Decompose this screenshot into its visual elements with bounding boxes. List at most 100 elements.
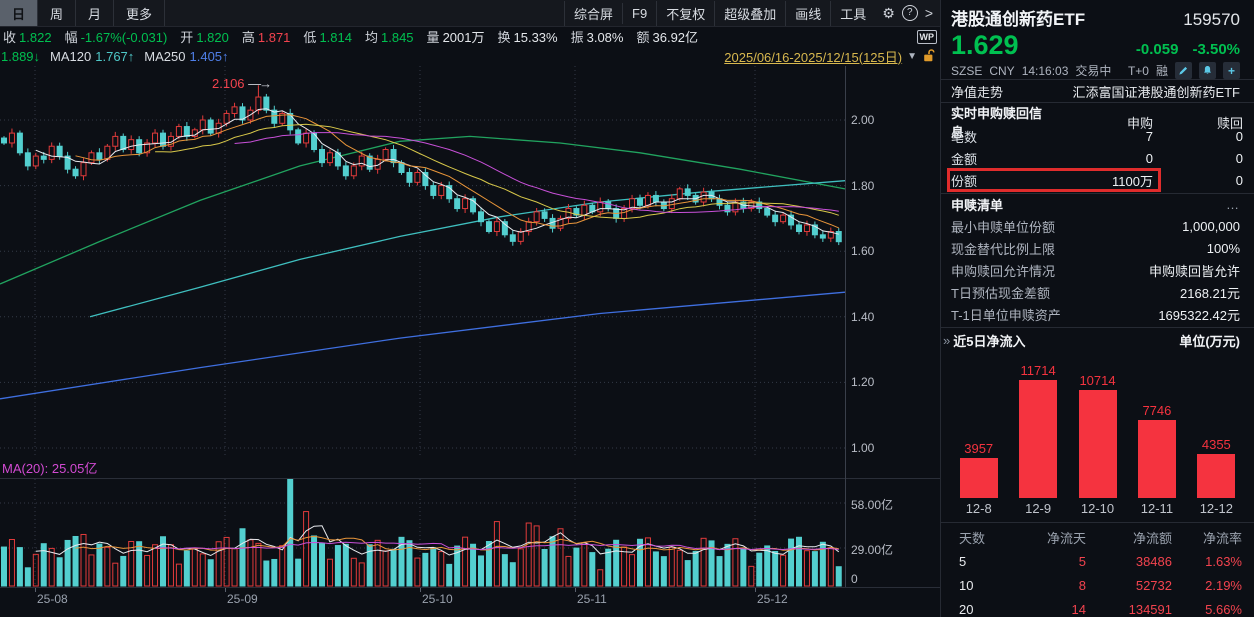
nav-trend-label: 净值走势 [951, 84, 1004, 100]
menu-tools[interactable]: 工具 [830, 0, 875, 26]
volume-chart[interactable] [0, 479, 940, 588]
inflow-bar[interactable] [959, 458, 998, 498]
ma60-line [0, 135, 846, 285]
inflow-bar[interactable] [1137, 420, 1176, 498]
quote-stat: 量 2001万 [427, 27, 485, 46]
menu-f9[interactable]: F9 [622, 2, 656, 24]
rt-subscribe-value: 1100万 [1112, 173, 1153, 189]
collapse-chevron-icon[interactable]: » [943, 332, 951, 348]
nav-trend-row[interactable]: 净值走势 汇添富国证港股通创新药ETF [941, 80, 1254, 103]
menu-super-overlay[interactable]: 超级叠加 [714, 0, 785, 26]
inflow-bar[interactable] [1197, 454, 1236, 498]
list-row-value: 申购赎回皆允许 [1148, 263, 1240, 279]
rt-row: 笔数 7 0 [951, 125, 1243, 147]
list-row-label: 申购赎回允许情况 [951, 263, 1056, 279]
inflow-unit: 单位(万元) [1179, 333, 1240, 349]
quote-stat-label: 换 [497, 30, 511, 45]
ma-indicator-value: 1.405↑ [189, 48, 229, 64]
price-axis-line [845, 66, 846, 587]
flow-table-cell: 20 [959, 601, 974, 617]
quote-stat: 换 15.33% [497, 27, 557, 46]
flow-table-cell: 14 [1071, 601, 1086, 617]
quote-stat: 开 1.820 [180, 27, 229, 46]
quote-stat-label: 额 [636, 30, 650, 45]
volume-axis-label: 0 [851, 572, 858, 586]
flow-table-header-cell: 净流率 [1202, 530, 1242, 546]
inflow-column: 10714 12-10 [1068, 352, 1127, 518]
list-row-label: T日预估现金差额 [951, 285, 1050, 301]
rt-row: 份额 1100万 0 [947, 168, 1243, 192]
x-axis-label: 25-09 [227, 592, 258, 606]
flow-table-cell: 10 [959, 577, 974, 593]
rt-subscribe-value: 7 [1145, 128, 1153, 144]
inflow-bar[interactable] [1019, 380, 1058, 498]
flow-table-cell: 134591 [1128, 601, 1172, 617]
more-icon[interactable]: … [1226, 197, 1240, 212]
inflow-value-label: 4355 [1201, 437, 1231, 452]
price-change-pct: -3.50% [1192, 41, 1240, 58]
x-axis-tick [575, 588, 576, 592]
vol-ma5-line [35, 525, 840, 557]
rt-row-label: 笔数 [951, 129, 978, 145]
flow-table-header-cell: 净流额 [1132, 530, 1172, 546]
flow-table-row: 5 5 38486 1.63% [951, 549, 1242, 573]
stock-name: 港股通创新药ETF [951, 10, 1086, 29]
inflow-column: 11714 12-9 [1008, 352, 1067, 518]
lock-icon[interactable] [922, 49, 936, 63]
help-icon[interactable]: ? [901, 5, 918, 21]
settings-gear-icon[interactable]: ⚙ [882, 4, 895, 21]
tab-daily[interactable]: 日 [0, 0, 39, 26]
menu-no-adjust[interactable]: 不复权 [656, 0, 714, 26]
inflow-section-header: » 近5日净流入 单位(万元) [941, 328, 1254, 352]
wp-badge[interactable]: WP [916, 29, 937, 44]
expand-arrow-icon[interactable]: > [924, 5, 933, 21]
trading-status: 交易中 [1075, 64, 1112, 78]
flow-table-header: 天数 净流天 净流额 净流率 [951, 525, 1242, 549]
ma-indicator-value: 1.889↓ [1, 48, 41, 64]
inflow-bar[interactable] [1078, 390, 1117, 498]
ma-values: 1.889↓ MA120 1.767↑ MA250 1.405↑ [1, 49, 239, 64]
edit-pencil-icon[interactable] [1175, 62, 1192, 79]
volume-axis-label: 29.00亿 [851, 543, 894, 557]
inflow-value-label: 10714 [1079, 373, 1116, 388]
quote-stat: 高 1.871 [242, 27, 291, 46]
vol-ma20-line [155, 541, 839, 551]
tab-weekly[interactable]: 周 [38, 0, 77, 26]
flow-table-cell: 5.66% [1205, 601, 1242, 617]
list-row-label: 最小申赎单位份额 [951, 219, 1056, 235]
quote-stat: 幅 -1.67%(-0.031) [65, 27, 168, 46]
quote-stat-value: 1.845 [381, 30, 414, 45]
quote-stat-label: 均 [364, 30, 378, 45]
tab-more[interactable]: 更多 [114, 0, 166, 26]
inflow-value-label: 11714 [1020, 363, 1056, 378]
alert-bell-icon[interactable] [1199, 62, 1216, 79]
dropdown-caret-icon[interactable]: ▼ [907, 50, 917, 62]
ma-indicator-label: MA250 [144, 48, 186, 64]
x-axis-label: 25-11 [577, 592, 607, 606]
rt-info-title: 实时申购赎回信息 [951, 106, 1043, 140]
quote-stat: 低 1.814 [303, 27, 352, 46]
list-row: 现金替代比例上限 100% [951, 237, 1240, 259]
inflow-date-label: 12-8 [965, 500, 992, 516]
margin-badge: 融 [1155, 64, 1168, 78]
menu-composite-screen[interactable]: 综合屏 [564, 0, 622, 26]
menu-draw-line[interactable]: 画线 [785, 0, 830, 26]
list-row: 申购赎回允许情况 申购赎回皆允许 [951, 259, 1240, 281]
inflow-column: 7746 12-11 [1127, 352, 1186, 518]
date-range-selector[interactable]: 2025/06/16-2025/12/15(125日) [724, 49, 903, 65]
tab-monthly[interactable]: 月 [76, 0, 115, 26]
rt-redeem-value: 0 [1235, 128, 1243, 144]
quote-stat: 振 3.08% [571, 27, 624, 46]
flow-table-cell: 38486 [1135, 553, 1172, 569]
pane-divider [0, 587, 940, 588]
price-axis-label: 1.00 [851, 441, 875, 455]
add-to-watchlist-icon[interactable]: + [1223, 62, 1240, 79]
stock-code: 159570 [1183, 10, 1240, 29]
quote-detail-panel: 港股通创新药ETF 159570 1.629 -0.059 -3.50% SZS… [940, 0, 1254, 617]
ma-indicator: 1.889↓ [1, 49, 40, 64]
price-axis-label: 1.60 [851, 244, 875, 259]
ma120-line [89, 180, 846, 318]
price-chart[interactable] [0, 66, 940, 458]
redemption-list-section: 申赎清单 … 最小申赎单位份额 1,000,000 现金替代比例上限 100% 申购赎回… [941, 194, 1254, 328]
inflow-date-label: 12-11 [1140, 500, 1174, 516]
